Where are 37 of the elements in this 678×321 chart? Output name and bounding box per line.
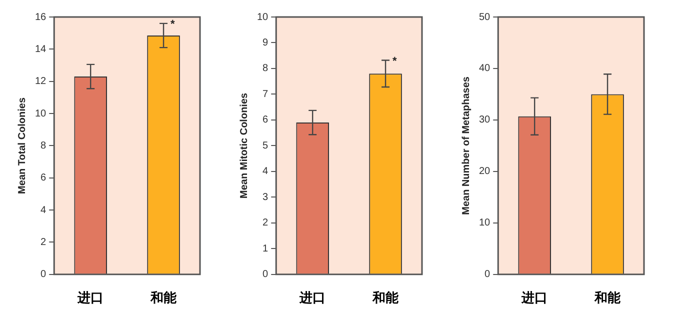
y-axis-title: Mean Mitotic Colonies (238, 92, 250, 198)
y-tick-label: 0 (484, 269, 491, 280)
y-tick-label: 2 (262, 218, 269, 229)
x-tick-label: 进口 (298, 290, 326, 305)
y-tick-label: 4 (40, 204, 47, 216)
y-tick-label: 14 (35, 44, 47, 55)
x-tick-label: 和能 (594, 290, 622, 305)
x-tick-label: 和能 (372, 290, 400, 305)
y-axis-title: Mean Total Colonies (16, 97, 28, 194)
y-axis-title: Mean Number of Metaphases (460, 76, 472, 215)
x-tick-label: 进口 (76, 290, 104, 305)
y-tick-label: 6 (40, 172, 47, 184)
x-tick-label: 和能 (150, 290, 178, 305)
annotation: * (170, 18, 176, 30)
y-tick-label: 0 (40, 269, 47, 280)
y-tick-label: 50 (479, 12, 491, 23)
y-tick-label: 4 (262, 166, 269, 178)
y-tick-label: 0 (262, 269, 269, 280)
y-tick-label: 9 (262, 37, 269, 48)
y-tick-label: 5 (262, 140, 269, 152)
y-tick-label: 30 (479, 114, 491, 126)
y-tick-label: 2 (40, 236, 47, 248)
annotation: * (392, 55, 398, 68)
x-tick-label: 进口 (520, 290, 548, 305)
y-tick-label: 10 (479, 218, 491, 229)
y-tick-label: 1 (262, 243, 269, 254)
y-tick-label: 8 (262, 63, 269, 74)
y-tick-label: 8 (40, 140, 47, 152)
y-tick-label: 7 (262, 88, 269, 100)
y-tick-label: 40 (479, 63, 491, 74)
y-tick-label: 12 (35, 76, 47, 88)
y-tick-label: 20 (479, 166, 491, 178)
y-tick-label: 3 (262, 192, 269, 203)
y-tick-label: 6 (262, 114, 269, 126)
y-tick-label: 16 (35, 12, 47, 23)
y-tick-label: 10 (257, 12, 269, 23)
y-tick-label: 10 (35, 108, 47, 120)
